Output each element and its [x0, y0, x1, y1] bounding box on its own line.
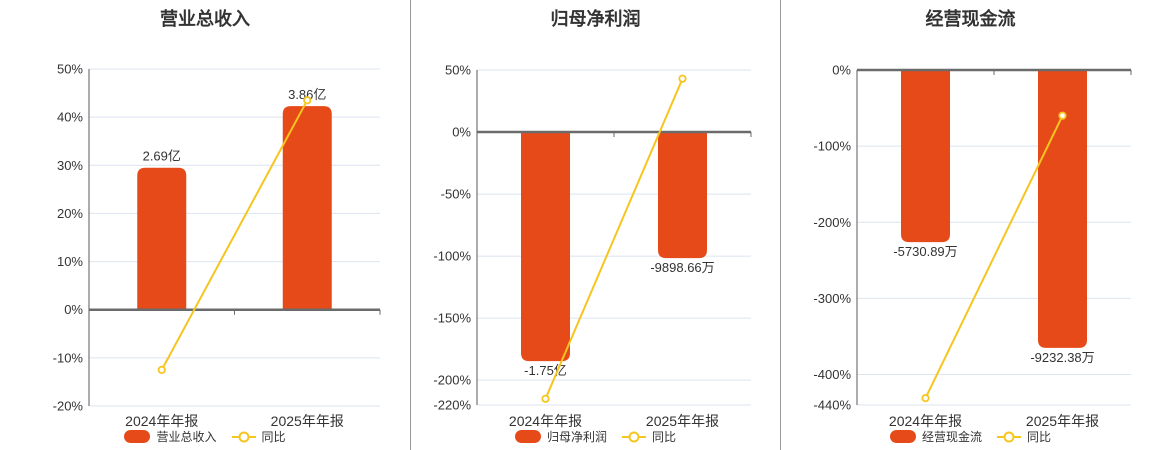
chart-title: 经营现金流	[925, 9, 1016, 29]
y-tick-label: -100%	[813, 139, 851, 154]
bar-swatch-icon	[889, 430, 916, 443]
legend-bar-label: 归母净利润	[546, 430, 607, 444]
y-tick-label: 10%	[57, 254, 83, 269]
line-swatch-icon	[622, 431, 646, 442]
legend-item-line[interactable]: 同比	[231, 428, 286, 445]
y-tick-label: -440%	[813, 398, 851, 413]
bar-value-label: -5730.89万	[893, 244, 957, 259]
panel-net-profit: 归母净利润 -1.75亿 -9898.66万 50% 0% -50% -100% -150%…	[410, 0, 780, 450]
chart-legend: 营业总收入 同比	[0, 428, 410, 445]
panel-total-revenue: 营业总收入 2.69亿 3.86亿 50% 40% 30% 20% 10% 0% -10% -20…	[0, 0, 410, 450]
y-tick-label: -50%	[441, 187, 472, 202]
y-tick-label: 0%	[832, 63, 851, 78]
line-marker[interactable]	[921, 394, 930, 403]
line-marker[interactable]	[1058, 111, 1067, 120]
legend-item-bar[interactable]: 经营现金流	[889, 428, 982, 445]
bar-2025年年报[interactable]	[658, 132, 707, 259]
y-tick-label: 0%	[64, 302, 83, 317]
x-axis-label: 2025年年报	[646, 413, 719, 429]
line-marker-icon	[238, 431, 249, 442]
y-tick-label: -10%	[53, 350, 84, 365]
legend-line-label: 同比	[652, 430, 677, 444]
x-axis-label: 2025年年报	[1026, 413, 1099, 429]
chart-title: 营业总收入	[160, 9, 250, 29]
y-tick-label: -100%	[433, 249, 471, 264]
y-tick-label: -400%	[813, 367, 851, 382]
line-marker[interactable]	[157, 365, 166, 374]
bar-swatch-icon	[124, 430, 151, 443]
line-swatch-icon	[231, 431, 256, 442]
bar-value-label: -9898.66万	[650, 260, 714, 275]
chart-plot: -1.75亿-9898.66万50%0%-50%-100%-150%-200%-…	[433, 63, 752, 429]
bar-value-label: 2.69亿	[143, 149, 181, 164]
y-tick-label: -150%	[433, 311, 471, 326]
y-tick-label: 20%	[57, 206, 83, 221]
bar-2024年年报[interactable]	[137, 167, 187, 310]
legend-line-label: 同比	[1027, 430, 1052, 444]
line-marker[interactable]	[541, 394, 550, 403]
y-tick-label: 40%	[57, 110, 83, 125]
legend-item-bar[interactable]: 归母净利润	[514, 428, 607, 445]
panel-operating-cash-flow: 经营现金流 -5730.89万 -9232.38万 0% -100% -200% -300…	[780, 0, 1160, 450]
legend-line-label: 同比	[261, 430, 286, 444]
line-marker[interactable]	[678, 74, 687, 83]
line-swatch-icon	[997, 431, 1021, 442]
y-tick-label: -20%	[53, 399, 84, 414]
legend-bar-label: 营业总收入	[156, 430, 217, 444]
bar-value-label: -9232.38万	[1030, 350, 1094, 365]
legend-item-line[interactable]: 同比	[622, 428, 676, 445]
y-tick-label: -200%	[433, 373, 471, 388]
chart-legend: 归母净利润 同比	[411, 428, 780, 445]
chart-title: 归母净利润	[550, 9, 641, 29]
yoy-line	[160, 99, 309, 371]
chart-legend: 经营现金流 同比	[781, 428, 1160, 445]
y-tick-label: 50%	[57, 62, 83, 77]
bar-2025年年报[interactable]	[282, 106, 332, 310]
line-marker-icon	[628, 431, 640, 442]
line-marker-icon	[1003, 431, 1015, 442]
legend-item-bar[interactable]: 营业总收入	[124, 428, 217, 445]
x-axis-label: 2025年年报	[271, 413, 344, 429]
y-tick-label: -220%	[433, 398, 471, 413]
line-marker[interactable]	[303, 96, 312, 105]
y-tick-label: -200%	[813, 215, 851, 230]
y-tick-label: -300%	[813, 291, 851, 306]
legend-bar-label: 经营现金流	[921, 430, 982, 444]
yoy-line	[924, 115, 1064, 399]
chart-plot: 2.69亿 3.86亿 50% 40% 30% 20% 10% 0% -10% -20% 2024年…	[53, 62, 381, 429]
bar-swatch-icon	[514, 430, 541, 443]
y-tick-label: 50%	[445, 63, 471, 78]
x-axis-label: 2024年年报	[125, 413, 198, 429]
bar-2024年年报[interactable]	[521, 132, 570, 362]
bar-2024年年报[interactable]	[901, 70, 950, 243]
bar-value-label: 3.86亿	[288, 87, 326, 102]
legend-item-line[interactable]: 同比	[997, 428, 1051, 445]
y-tick-label: 0%	[452, 125, 471, 140]
x-axis-label: 2024年年报	[889, 413, 962, 429]
y-tick-label: 30%	[57, 158, 83, 173]
yoy-line	[544, 78, 684, 400]
chart-plot: -5730.89万 -9232.38万 0% -100% -200% -300% -400%…	[813, 63, 1132, 429]
x-axis-label: 2024年年报	[509, 413, 582, 429]
